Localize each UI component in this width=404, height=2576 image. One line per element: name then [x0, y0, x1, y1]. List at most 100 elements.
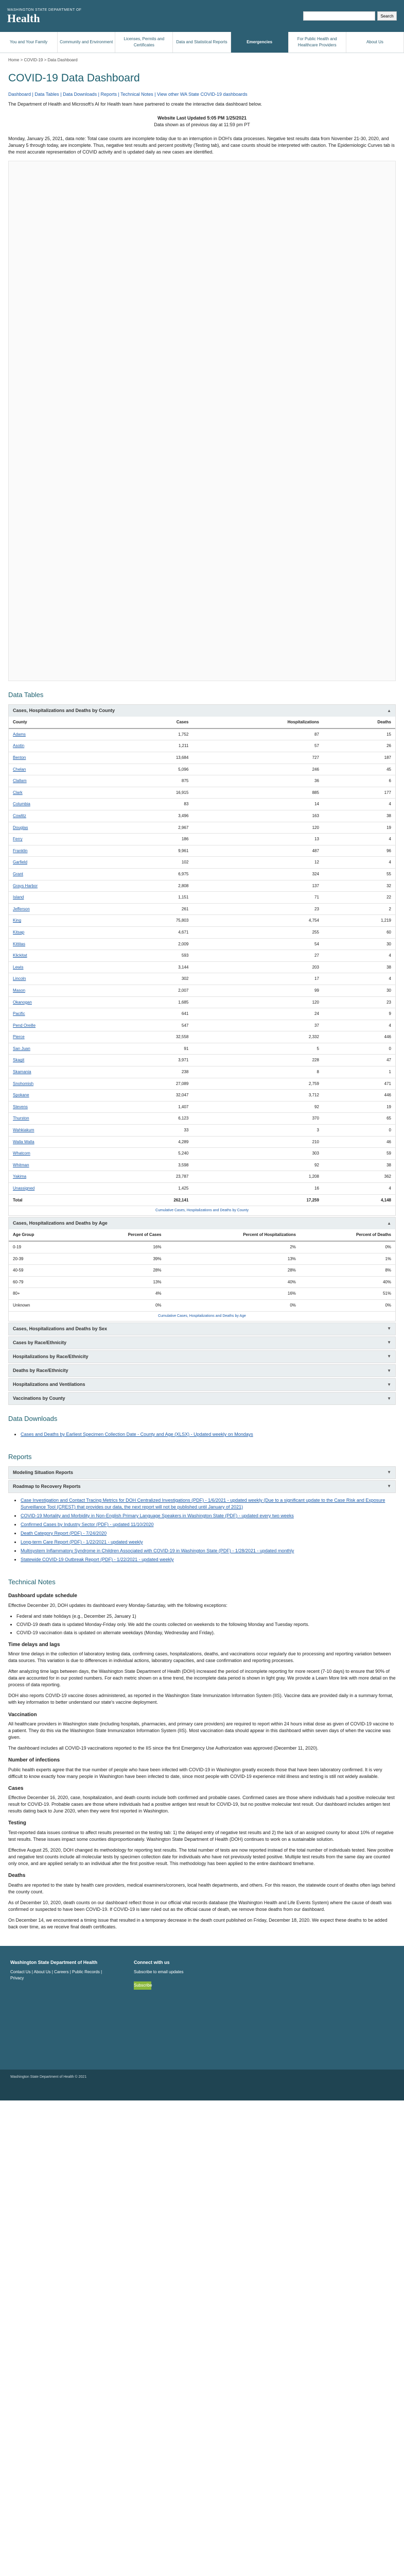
report-link[interactable]: Multisystem Inflammatory Syndrome in Chi… [21, 1548, 294, 1554]
county-link[interactable]: Grant [13, 871, 24, 876]
search-input[interactable] [303, 11, 375, 21]
footer-links[interactable]: Contact Us | About Us | Careers | Public… [10, 1970, 102, 1980]
county-link[interactable]: Wahkiakum [13, 1128, 34, 1133]
nav-item[interactable]: Data and Statistical Reports [173, 32, 231, 53]
accordion-header[interactable]: Hospitalizations by Race/Ethnicity ▼ [9, 1350, 395, 1363]
report-link[interactable]: Statewide COVID-19 Outbreak Report (PDF)… [21, 1557, 174, 1563]
nav-item[interactable]: You and Your Family [0, 32, 58, 53]
site-logo[interactable]: WASHINGTON STATE DEPARTMENT OF Health [7, 8, 110, 24]
accordion-header[interactable]: Cases, Hospitalizations and Deaths by Co… [9, 705, 395, 717]
note-heading: Deaths [8, 1873, 26, 1879]
county-link[interactable]: Whitman [13, 1162, 29, 1167]
table-row: Spokane 32,047 3,712 446 [9, 1089, 395, 1101]
table-cell: 238 [116, 1066, 193, 1078]
county-link[interactable]: Island [13, 895, 24, 900]
section-links[interactable]: Dashboard | Data Tables | Data Downloads… [8, 92, 248, 97]
table-cell: 71 [192, 891, 323, 904]
search-button[interactable]: Search [377, 11, 397, 21]
county-link[interactable]: Stevens [13, 1104, 28, 1109]
table-cell: 38 [323, 961, 395, 974]
county-link[interactable]: Cowlitz [13, 814, 26, 818]
county-link[interactable]: Clark [13, 790, 23, 795]
county-link[interactable]: Ferry [13, 837, 23, 842]
county-link[interactable]: Whatcom [13, 1151, 30, 1156]
nav-item-emergencies[interactable]: Emergencies [231, 32, 289, 53]
county-link[interactable]: Skamania [13, 1070, 31, 1075]
county-link[interactable]: King [13, 918, 22, 923]
accordion-header[interactable]: Vaccinations by County ▼ [9, 1392, 395, 1404]
county-link[interactable]: Chelan [13, 767, 26, 772]
breadcrumb[interactable]: Home > COVID-19 > Data Dashboard [8, 58, 78, 62]
county-link[interactable]: Unassigned [13, 1186, 35, 1191]
county-link[interactable]: Lewis [13, 964, 24, 970]
table-cell: Mason [9, 985, 117, 997]
table-row: Pend Oreille 547 37 4 [9, 1020, 395, 1032]
table-cell: Snohomish [9, 1078, 117, 1090]
table-cell: Spokane [9, 1089, 117, 1101]
table-row: Thurston 6,123 370 65 [9, 1112, 395, 1125]
report-link[interactable]: Death Category Report (PDF) - 7/24/2020 [21, 1530, 107, 1536]
nav-item[interactable]: Community and Environment [58, 32, 116, 53]
county-link[interactable]: Franklin [13, 848, 28, 853]
county-link[interactable]: Walla Walla [13, 1139, 34, 1144]
county-link[interactable]: Clallam [13, 778, 27, 784]
county-link[interactable]: Asotin [13, 743, 25, 749]
table-cell: Wahkiakum [9, 1124, 117, 1137]
report-link[interactable]: Case Investigation and Contact Tracing M… [21, 1497, 385, 1510]
county-link[interactable]: Lincoln [13, 976, 26, 981]
accordion-header[interactable]: Cases, Hospitalizations and Deaths by Se… [9, 1323, 395, 1335]
county-link[interactable]: Skagit [13, 1058, 25, 1063]
county-link[interactable]: Douglas [13, 825, 28, 830]
county-link[interactable]: Benton [13, 755, 26, 760]
county-link[interactable]: Jefferson [13, 906, 30, 911]
county-link[interactable]: Kittitas [13, 941, 26, 946]
accordion-header[interactable]: Roadmap to Recovery Reports ▼ [9, 1480, 395, 1493]
county-link[interactable]: Okanogan [13, 999, 32, 1005]
county-link[interactable]: Pacific [13, 1011, 25, 1016]
county-link[interactable]: Spokane [13, 1093, 29, 1098]
table-row: 60-79 13% 40% 40% [9, 1276, 395, 1289]
subscribe-button[interactable]: Subscribe [134, 1981, 152, 1990]
accordion-header[interactable]: Cases, Hospitalizations and Deaths by Ag… [9, 1217, 395, 1230]
accordion-header[interactable]: Modeling Situation Reports ▼ [9, 1466, 395, 1479]
download-link[interactable]: Cases and Deaths by Earliest Specimen Co… [21, 1431, 253, 1437]
report-link[interactable]: Confirmed Cases by Industry Sector (PDF)… [21, 1521, 154, 1527]
county-link[interactable]: Pend Oreille [13, 1023, 36, 1028]
last-updated: Website Last Updated 5:05 PM 1/25/2021 [157, 115, 247, 121]
accordion-header[interactable]: Cases by Race/Ethnicity ▼ [9, 1336, 395, 1349]
county-link[interactable]: Kitsap [13, 929, 25, 935]
data-notice: Monday, January 25, 2021, data note: Tot… [8, 136, 395, 155]
table-row: Benton 13,684 727 187 [9, 752, 395, 764]
report-link[interactable]: COVID-19 Mortality and Morbidity in Non-… [21, 1513, 294, 1518]
county-link[interactable]: Grays Harbor [13, 883, 38, 888]
table-row: Franklin 9,961 487 96 [9, 845, 395, 857]
dashboard-embed[interactable] [8, 161, 396, 682]
county-link[interactable]: Garfield [13, 860, 28, 865]
county-link[interactable]: Mason [13, 988, 26, 993]
county-link[interactable]: Pierce [13, 1035, 25, 1040]
county-link[interactable]: San Juan [13, 1046, 30, 1051]
nav-item[interactable]: For Public Health and Healthcare Provide… [289, 32, 346, 53]
report-link[interactable]: Long-term Care Report (PDF) - 1/22/2021 … [21, 1539, 143, 1545]
table-caption[interactable]: Cumulative Cases, Hospitalizations and D… [155, 1209, 249, 1213]
table-caption[interactable]: Cumulative Cases, Hospitalizations and D… [158, 1314, 246, 1318]
accordion-header[interactable]: Deaths by Race/Ethnicity ▼ [9, 1364, 395, 1377]
county-link[interactable]: Columbia [13, 802, 30, 807]
table-row: Unassigned 1,425 16 4 [9, 1182, 395, 1195]
collapsed-accordion: Cases, Hospitalizations and Deaths by Se… [8, 1322, 396, 1335]
table-cell: 55 [323, 868, 395, 880]
list-item: Statewide COVID-19 Outbreak Report (PDF)… [21, 1556, 392, 1563]
nav-item[interactable]: About Us [346, 32, 404, 53]
county-link[interactable]: Yakima [13, 1174, 27, 1179]
table-cell: 13,684 [116, 752, 193, 764]
nav-item[interactable]: Licenses, Permits and Certificates [115, 32, 173, 53]
collapsed-accordion: Cases by Race/Ethnicity ▼ [8, 1336, 396, 1349]
table-cell: 28% [74, 1264, 166, 1277]
county-link[interactable]: Snohomish [13, 1081, 34, 1086]
county-link[interactable]: Adams [13, 732, 26, 737]
county-link[interactable]: Klickitat [13, 953, 27, 958]
table-cell: 2,009 [116, 938, 193, 951]
accordion-header[interactable]: Hospitalizations and Ventilations ▼ [9, 1378, 395, 1391]
table-cell: 6,123 [116, 1112, 193, 1125]
county-link[interactable]: Thurston [13, 1116, 29, 1121]
